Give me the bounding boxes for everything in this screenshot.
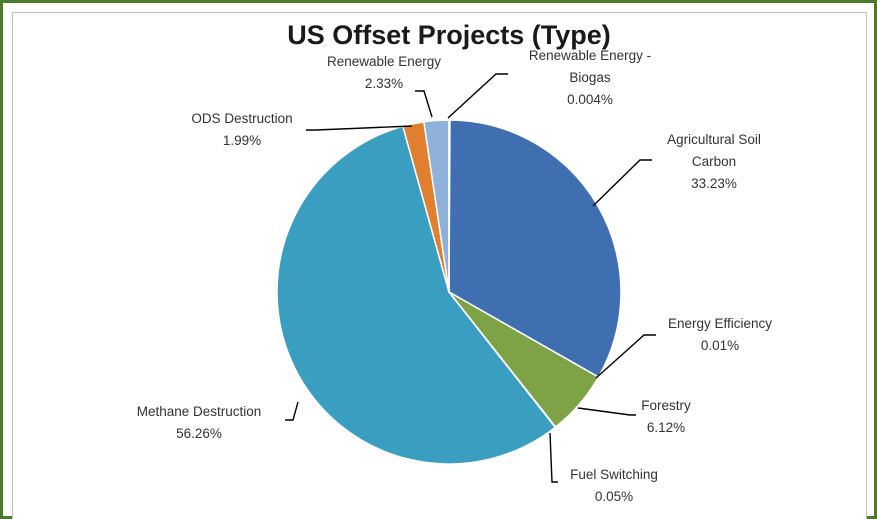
- slice-name-label: Carbon: [692, 154, 736, 169]
- leader-line-renewable-energy-biogas: [447, 73, 508, 119]
- slice-label-energy-efficiency: Energy Efficiency 0.01%: [668, 316, 772, 353]
- slice-name-label: Agricultural Soil: [667, 132, 761, 147]
- slice-label-methane-destruction: Methane Destruction 56.26%: [137, 404, 262, 441]
- slice-name-label: Renewable Energy -: [529, 48, 651, 63]
- leader-lines: [285, 73, 656, 483]
- leader-line-agricultural-soil-carbon: [592, 159, 652, 207]
- slice-value-label: 6.12%: [647, 420, 685, 435]
- leader-line-energy-efficiency: [595, 334, 656, 379]
- slice-labels: Agricultural Soil Carbon 33.23% Energy Effi…: [137, 48, 773, 504]
- slice-name-label: Forestry: [641, 398, 691, 413]
- leader-line-methane-destruction: [285, 401, 299, 421]
- leader-line-forestry: [577, 407, 636, 416]
- slice-value-label: 0.004%: [567, 92, 613, 107]
- slice-name-label: Biogas: [569, 70, 611, 85]
- slice-name-label: ODS Destruction: [191, 111, 292, 126]
- slice-value-label: 0.01%: [701, 338, 739, 353]
- slice-label-ods-destruction: ODS Destruction 1.99%: [191, 111, 292, 148]
- pie-slice-methane-destruction: [276, 125, 556, 465]
- pie-slice-renewable-energy-biogas: [448, 119, 451, 293]
- slice-value-label: 33.23%: [691, 176, 737, 191]
- slice-label-renewable-energy-biogas: Renewable Energy - Biogas 0.004%: [529, 48, 651, 107]
- pie-slice-agricultural-soil-carbon: [448, 119, 622, 378]
- slice-value-label: 56.26%: [176, 426, 222, 441]
- slice-name-label: Renewable Energy: [327, 54, 441, 69]
- slice-label-agricultural-soil-carbon: Agricultural Soil Carbon 33.23%: [667, 132, 761, 191]
- slice-label-renewable-energy: Renewable Energy 2.33%: [327, 54, 441, 91]
- slice-value-label: 0.05%: [595, 489, 633, 504]
- slice-name-label: Fuel Switching: [570, 467, 658, 482]
- leader-line-renewable-energy: [415, 90, 433, 118]
- slice-label-fuel-switching: Fuel Switching 0.05%: [570, 467, 658, 504]
- leader-line-ods-destruction: [306, 125, 413, 131]
- chart-title: US Offset Projects (Type): [287, 20, 611, 50]
- slice-value-label: 2.33%: [365, 76, 403, 91]
- leader-line-fuel-switching: [549, 432, 558, 483]
- slice-name-label: Methane Destruction: [137, 404, 262, 419]
- pie-slices: [276, 119, 622, 465]
- slice-name-label: Energy Efficiency: [668, 316, 772, 331]
- slice-value-label: 1.99%: [223, 133, 261, 148]
- slice-label-forestry: Forestry 6.12%: [641, 398, 691, 435]
